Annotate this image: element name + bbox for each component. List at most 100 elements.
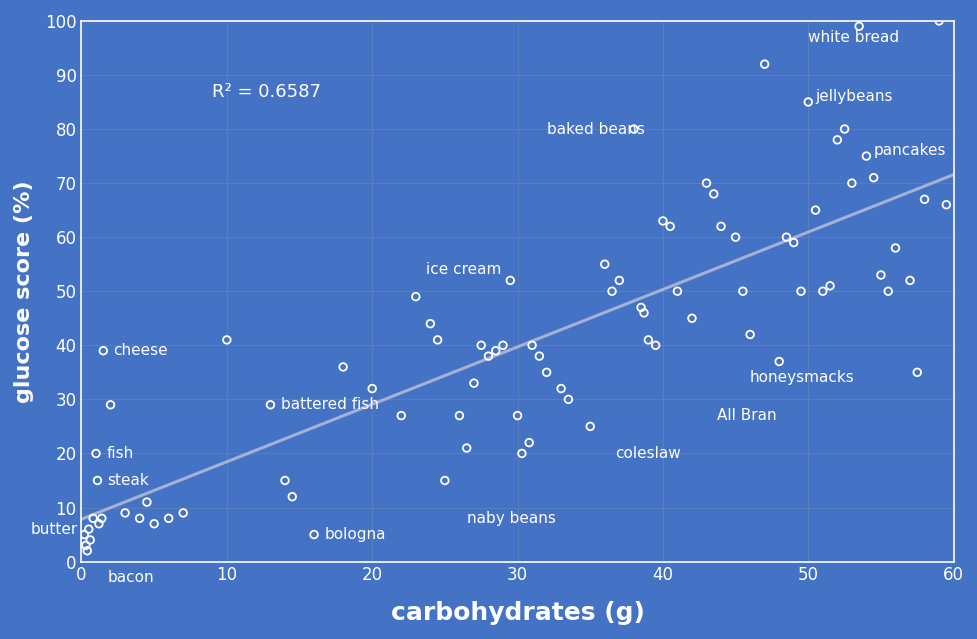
Point bbox=[494, 340, 510, 350]
Point bbox=[611, 275, 626, 286]
Text: bologna: bologna bbox=[324, 527, 385, 542]
Point bbox=[625, 124, 641, 134]
Point bbox=[103, 399, 118, 410]
Point bbox=[147, 519, 162, 529]
Text: honeysmacks: honeysmacks bbox=[749, 370, 854, 385]
Point bbox=[684, 313, 700, 323]
Text: butter: butter bbox=[30, 521, 78, 537]
Point bbox=[160, 513, 176, 523]
Point bbox=[814, 286, 829, 296]
Point bbox=[175, 508, 191, 518]
Point bbox=[742, 329, 757, 339]
Text: R² = 0.6587: R² = 0.6587 bbox=[212, 82, 321, 100]
Point bbox=[596, 259, 612, 269]
Point bbox=[786, 238, 801, 248]
Point bbox=[393, 410, 408, 420]
Point bbox=[843, 178, 859, 189]
Point bbox=[909, 367, 924, 378]
Point bbox=[771, 357, 786, 367]
Point bbox=[139, 497, 154, 507]
Point bbox=[604, 286, 619, 296]
Text: pancakes: pancakes bbox=[872, 143, 945, 158]
Point bbox=[451, 410, 467, 420]
Point bbox=[219, 335, 234, 345]
Point bbox=[466, 378, 482, 389]
Point bbox=[524, 340, 539, 350]
Point bbox=[263, 399, 278, 410]
Point bbox=[727, 232, 743, 242]
Point bbox=[85, 513, 101, 523]
Point bbox=[778, 232, 793, 242]
Point bbox=[930, 16, 946, 26]
Point bbox=[531, 351, 546, 361]
Point bbox=[335, 362, 351, 372]
Text: bacon: bacon bbox=[107, 570, 154, 585]
Point bbox=[76, 530, 92, 540]
Point bbox=[538, 367, 554, 378]
Point bbox=[514, 449, 530, 459]
Point bbox=[872, 270, 888, 280]
Point bbox=[90, 475, 106, 486]
Point bbox=[91, 519, 106, 529]
Point bbox=[132, 513, 148, 523]
X-axis label: carbohydrates (g): carbohydrates (g) bbox=[390, 601, 644, 625]
Text: naby beans: naby beans bbox=[466, 511, 555, 526]
Point bbox=[836, 124, 852, 134]
Text: coleslaw: coleslaw bbox=[615, 446, 680, 461]
Point bbox=[822, 281, 837, 291]
Point bbox=[640, 335, 656, 345]
Text: baked beans: baked beans bbox=[546, 121, 644, 137]
Point bbox=[647, 340, 662, 350]
Point bbox=[669, 286, 685, 296]
Point bbox=[635, 308, 651, 318]
Point bbox=[88, 449, 104, 459]
Point bbox=[705, 189, 721, 199]
Point bbox=[473, 340, 488, 350]
Point bbox=[407, 291, 423, 302]
Text: All Bran: All Bran bbox=[716, 408, 776, 423]
Point bbox=[735, 286, 750, 296]
Text: cheese: cheese bbox=[113, 343, 168, 358]
Point bbox=[698, 178, 713, 189]
Point bbox=[582, 421, 598, 431]
Point bbox=[865, 173, 880, 183]
Point bbox=[792, 286, 808, 296]
Text: jellybeans: jellybeans bbox=[815, 89, 892, 104]
Point bbox=[553, 383, 569, 394]
Point bbox=[828, 135, 844, 145]
Text: white bread: white bread bbox=[807, 29, 899, 45]
Point bbox=[276, 475, 292, 486]
Point bbox=[78, 540, 94, 550]
Point bbox=[560, 394, 575, 404]
Point bbox=[887, 243, 903, 253]
Point bbox=[915, 194, 931, 204]
Point bbox=[306, 530, 321, 540]
Point bbox=[502, 275, 518, 286]
Point bbox=[879, 286, 895, 296]
Point bbox=[94, 513, 109, 523]
Y-axis label: glucose score (%): glucose score (%) bbox=[14, 180, 34, 403]
Point bbox=[284, 491, 300, 502]
Point bbox=[364, 383, 380, 394]
Point bbox=[661, 221, 677, 231]
Point bbox=[633, 302, 649, 312]
Point bbox=[858, 151, 873, 161]
Point bbox=[850, 21, 866, 31]
Point bbox=[79, 546, 95, 556]
Point bbox=[422, 319, 438, 329]
Point bbox=[117, 508, 133, 518]
Point bbox=[655, 216, 670, 226]
Point bbox=[756, 59, 772, 69]
Point bbox=[437, 475, 452, 486]
Point bbox=[799, 97, 815, 107]
Point bbox=[82, 535, 98, 545]
Point bbox=[429, 335, 445, 345]
Text: battered fish: battered fish bbox=[280, 397, 378, 412]
Text: ice cream: ice cream bbox=[426, 262, 501, 277]
Point bbox=[807, 205, 823, 215]
Text: fish: fish bbox=[106, 446, 133, 461]
Point bbox=[521, 438, 536, 448]
Point bbox=[509, 410, 525, 420]
Point bbox=[938, 199, 954, 210]
Point bbox=[712, 221, 728, 231]
